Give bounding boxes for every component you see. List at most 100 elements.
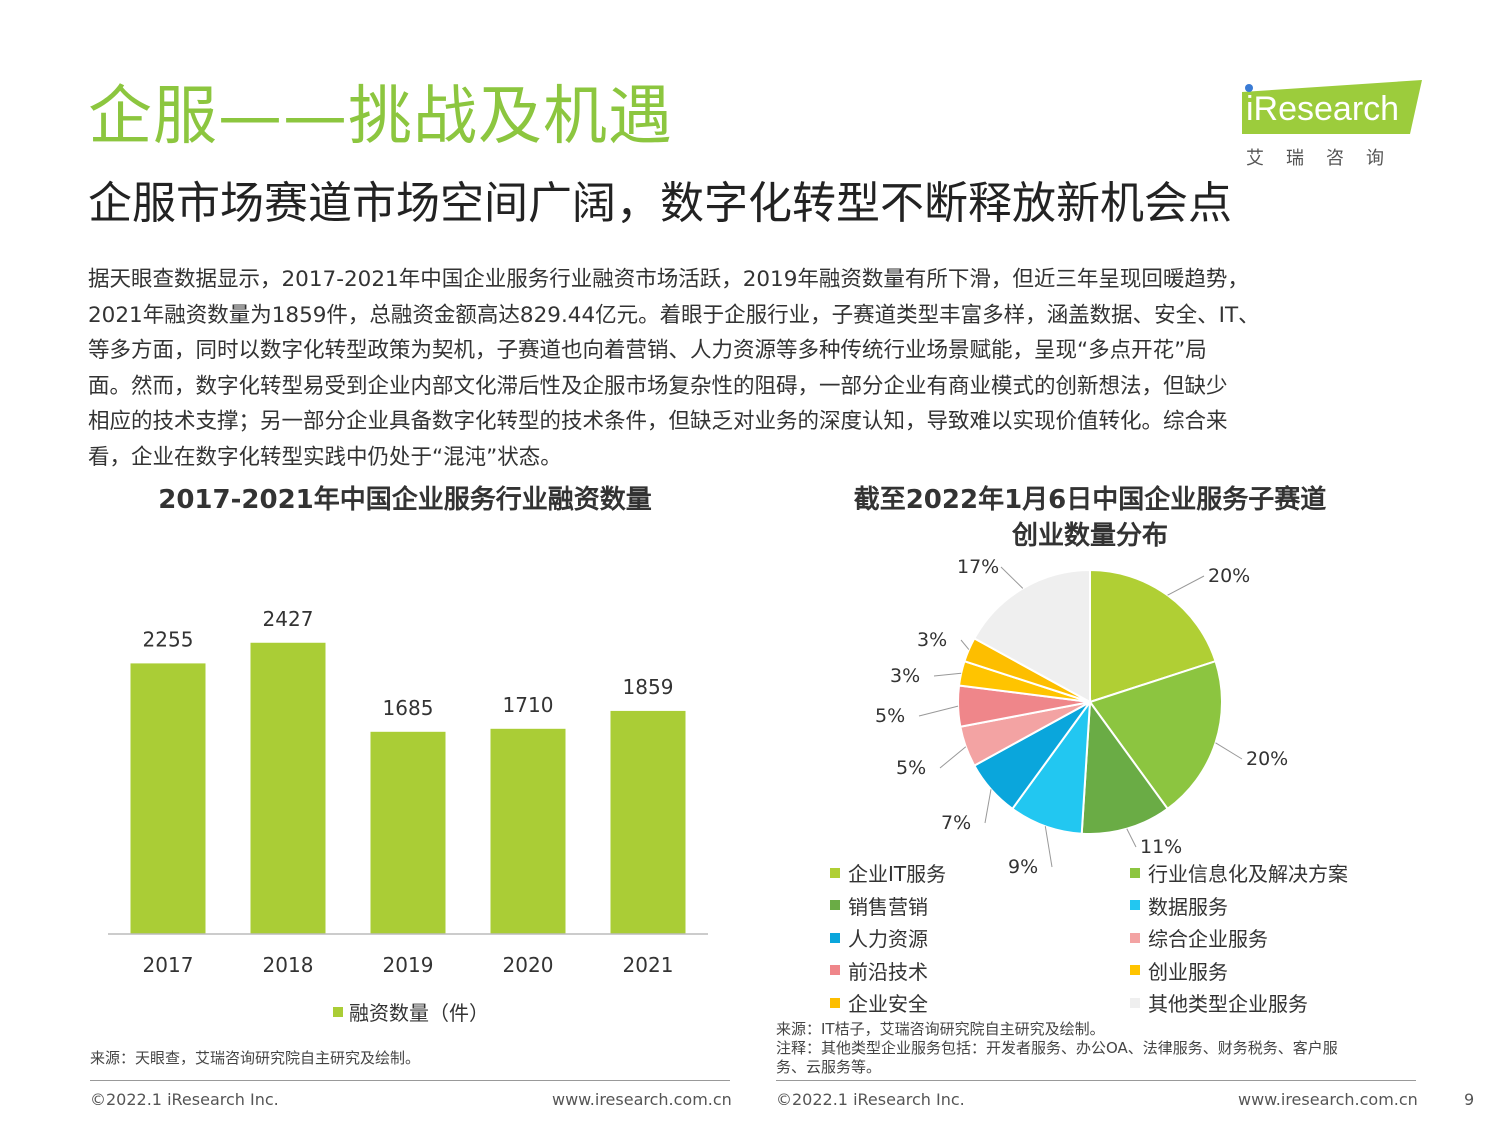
legend-label: 数据服务 xyxy=(1148,894,1228,919)
pie-leader-line xyxy=(1167,575,1205,596)
x-tick-label: 2021 xyxy=(623,953,674,977)
legend-swatch xyxy=(1130,997,1140,1008)
source-left: 来源：天眼查，艾瑞咨询研究院自主研究及绘制。 xyxy=(90,1049,421,1067)
pie-leader-line xyxy=(960,639,970,650)
note-right-line: 务、云服务等。 xyxy=(776,1058,882,1076)
note-right-line: 注释：其他类型企业服务包括：开发者服务、办公OA、法律服务、财务税务、客户服 xyxy=(776,1039,1338,1057)
logo-chinese: 艾瑞咨询 xyxy=(1246,148,1406,169)
logo-dot xyxy=(1245,84,1253,92)
pie-chart-title: 截至2022年1月6日中国企业服务子赛道 创业数量分布 xyxy=(780,482,1400,554)
legend-swatch xyxy=(830,900,840,910)
paragraph-line: 据天眼查数据显示，2017-2021年中国企业服务行业融资市场活跃，2019年融… xyxy=(88,267,1249,292)
bar-2018 xyxy=(250,642,326,934)
pie-value-label: 9% xyxy=(1008,856,1038,878)
pie-legend-item: 其他类型企业服务 xyxy=(1130,988,1308,1017)
paragraph-line: 面。然而，数字化转型易受到企业内部文化滞后性及企服市场复杂性的阻碍，一部分企业有… xyxy=(88,373,1228,399)
pie-legend-item: 销售营销 xyxy=(830,891,928,920)
legend-label: 综合企业服务 xyxy=(1148,927,1268,951)
legend-label: 前沿技术 xyxy=(848,959,928,984)
legend-swatch xyxy=(1130,965,1140,975)
bar-2017 xyxy=(130,663,206,934)
legend-label: 其他类型企业服务 xyxy=(1148,992,1308,1016)
bar-2019 xyxy=(370,731,446,934)
pie-title-line1: 截至2022年1月6日中国企业服务子赛道 xyxy=(853,485,1327,515)
bar-chart: 2255 2017 2427 2018 1685 2019 1710 2020 1859 2021 xyxy=(108,607,708,977)
bar-value-label: 1685 xyxy=(383,696,434,720)
legend-label: 创业服务 xyxy=(1148,959,1228,984)
logo-band xyxy=(1242,80,1422,134)
pie-legend-item: 前沿技术 xyxy=(830,956,928,985)
bar-legend: 融资数量（件） xyxy=(333,997,489,1026)
legend-swatch xyxy=(1130,867,1140,878)
pie-value-label: 7% xyxy=(941,812,971,834)
bar-value-label: 2427 xyxy=(263,607,314,631)
intro-paragraph: 据天眼查数据显示，2017-2021年中国企业服务行业融资市场活跃，2019年融… xyxy=(88,262,1428,475)
legend-swatch xyxy=(830,965,840,975)
pie-leader-line xyxy=(1215,742,1243,760)
footer-divider-right xyxy=(776,1080,1416,1081)
legend-swatch xyxy=(830,867,840,878)
x-tick-label: 2020 xyxy=(503,953,554,977)
pie-value-label: 3% xyxy=(890,665,920,687)
pie-value-label: 5% xyxy=(875,705,905,727)
pie-leader-line xyxy=(939,746,967,769)
pie-value-label: 11% xyxy=(1140,836,1182,858)
pie-legend-item: 创业服务 xyxy=(1130,956,1228,985)
pie-leader-line xyxy=(984,789,992,824)
pie-value-label: 20% xyxy=(1246,748,1288,770)
pie-legend-item: 人力资源 xyxy=(830,923,928,952)
page-title: 企服——挑战及机遇 xyxy=(88,80,673,154)
legend-label: 行业信息化及解决方案 xyxy=(1148,862,1348,886)
pie-legend-item: 企业IT服务 xyxy=(830,858,946,887)
bar-2021 xyxy=(610,710,686,934)
paragraph-line: 2021年融资数量为1859件，总融资金额高达829.44亿元。着眼于企服行业，… xyxy=(88,302,1260,328)
pie-value-label: 5% xyxy=(896,757,926,779)
pie-legend-item: 企业安全 xyxy=(830,988,928,1017)
bar-value-label: 2255 xyxy=(143,627,194,651)
legend-label: 企业IT服务 xyxy=(848,862,947,886)
pie-leader-line xyxy=(933,672,962,677)
paragraph-line: 相应的技术支撑；另一部分企业具备数字化转型的技术条件，但缺乏对业务的深度认知，导… xyxy=(88,409,1228,434)
footer-divider-left xyxy=(90,1080,730,1081)
pie-value-label: 17% xyxy=(957,556,999,578)
page-subtitle: 企服市场赛道市场空间广阔，数字化转型不断释放新机会点 xyxy=(88,178,1232,229)
x-tick-label: 2017 xyxy=(143,953,194,977)
legend-label: 人力资源 xyxy=(848,927,928,951)
bar-chart-title: 2017-2021年中国企业服务行业融资数量 xyxy=(158,485,652,515)
paragraph-line: 等多方面，同时以数字化转型政策为契机，子赛道也向着营销、人力资源等多种传统行业场… xyxy=(88,338,1207,363)
source-right-line: 来源：IT桔子，艾瑞咨询研究院自主研究及绘制。 xyxy=(776,1020,1105,1038)
legend-swatch xyxy=(830,932,840,943)
url-right[interactable]: www.iresearch.com.cn xyxy=(1238,1090,1418,1109)
source-right: 来源：IT桔子，艾瑞咨询研究院自主研究及绘制。 注释：其他类型企业服务包括：开发… xyxy=(776,1020,1338,1077)
pie-legend-item: 行业信息化及解决方案 xyxy=(1130,858,1348,887)
x-tick-label: 2019 xyxy=(383,953,434,977)
pie-leader-line xyxy=(1044,826,1053,868)
pie-value-label: 3% xyxy=(917,629,947,651)
bar-legend-label: 融资数量（件） xyxy=(349,1001,489,1025)
url-left[interactable]: www.iresearch.com.cn xyxy=(552,1090,732,1109)
x-tick-label: 2018 xyxy=(263,953,314,977)
bar-legend-swatch xyxy=(333,1006,343,1017)
copyright-right: ©2022.1 iResearch Inc. xyxy=(776,1090,965,1109)
pie-slice xyxy=(972,568,1091,704)
legend-swatch xyxy=(830,997,840,1008)
pie-chart: 20% 20% 11% 9% 7% 5% 5% 3% 3% 17% xyxy=(875,556,1288,878)
pie-legend-item: 综合企业服务 xyxy=(1130,923,1268,952)
legend-label: 销售营销 xyxy=(848,894,928,919)
pie-leader-line xyxy=(1126,828,1137,848)
legend-swatch xyxy=(1130,932,1140,943)
pie-slice xyxy=(1088,659,1223,811)
bar-value-label: 1710 xyxy=(503,693,554,717)
logo-text: iResearch xyxy=(1246,90,1400,128)
bar-value-label: 1859 xyxy=(623,675,674,699)
pie-leader-line xyxy=(1000,566,1024,589)
pie-slice xyxy=(1089,568,1217,704)
copyright-left: ©2022.1 iResearch Inc. xyxy=(90,1090,279,1109)
pie-title-line2: 创业数量分布 xyxy=(1011,521,1168,551)
paragraph-line: 看，企业在数字化转型实践中仍处于“混沌”状态。 xyxy=(88,444,562,470)
iresearch-logo: iResearch 艾瑞咨询 xyxy=(1238,78,1428,170)
page-number: 9 xyxy=(1464,1090,1475,1109)
pie-legend-item: 数据服务 xyxy=(1130,891,1228,920)
legend-label: 企业安全 xyxy=(848,992,928,1016)
pie-leader-line xyxy=(918,705,959,717)
